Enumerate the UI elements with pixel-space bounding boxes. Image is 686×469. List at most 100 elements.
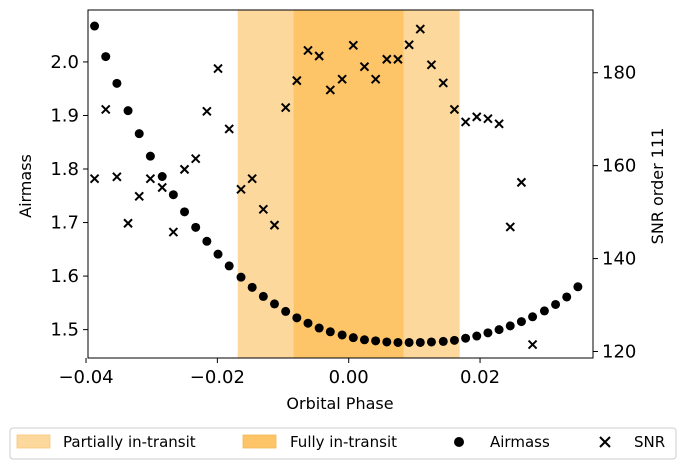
airmass-point bbox=[461, 333, 471, 343]
airmass-point bbox=[562, 292, 572, 302]
x-tick-label: −0.02 bbox=[190, 367, 245, 388]
snr-point bbox=[134, 191, 144, 202]
snr-point bbox=[258, 204, 269, 215]
snr-point bbox=[370, 74, 381, 84]
airmass-point bbox=[180, 207, 190, 217]
snr-point bbox=[325, 85, 336, 95]
airmass-point bbox=[516, 317, 526, 327]
snr-point bbox=[337, 74, 347, 84]
airmass-point bbox=[90, 21, 100, 31]
airmass-point bbox=[348, 333, 358, 343]
airmass-point bbox=[483, 328, 493, 338]
legend: Partially in-transit Fully in-transit Ai… bbox=[9, 427, 677, 460]
x-axis: −0.04 −0.02 0.00 0.02 bbox=[58, 358, 500, 388]
legend-marker-snr bbox=[599, 436, 611, 448]
snr-point bbox=[157, 182, 167, 193]
x-tick-label: −0.04 bbox=[58, 367, 113, 388]
airmass-point bbox=[551, 299, 561, 309]
airmass-point bbox=[314, 323, 324, 333]
legend-label-fully: Fully in-transit bbox=[290, 433, 397, 451]
airmass-point bbox=[438, 336, 448, 346]
legend-label-partially: Partially in-transit bbox=[63, 433, 196, 451]
snr-point bbox=[247, 173, 257, 184]
snr-point bbox=[426, 60, 437, 70]
snr-point bbox=[236, 184, 246, 195]
airmass-point bbox=[528, 312, 538, 322]
airmass-point bbox=[337, 330, 347, 340]
x-axis-label: Orbital Phase bbox=[286, 394, 393, 413]
snr-point bbox=[123, 218, 133, 228]
airmass-point bbox=[472, 331, 482, 341]
x-tick-label: 0.02 bbox=[460, 367, 500, 388]
airmass-point bbox=[145, 151, 155, 161]
snr-point bbox=[460, 117, 471, 127]
legend-marker-airmass bbox=[454, 437, 464, 447]
transit-region-1 bbox=[293, 10, 404, 358]
transit-region-0 bbox=[237, 10, 294, 358]
airmass-point bbox=[270, 299, 280, 309]
left-y-tick-label: 2.0 bbox=[50, 52, 79, 73]
snr-point bbox=[179, 164, 190, 175]
snr-point bbox=[415, 24, 425, 34]
snr-point bbox=[438, 78, 448, 88]
snr-point bbox=[393, 54, 403, 64]
airmass-point bbox=[202, 236, 212, 246]
airmass-point bbox=[213, 249, 223, 259]
transit-regions bbox=[237, 10, 460, 358]
airmass-point bbox=[539, 306, 549, 316]
left-y-tick-label: 1.7 bbox=[50, 213, 79, 234]
snr-point bbox=[202, 106, 212, 116]
snr-point bbox=[292, 75, 302, 86]
left-y-tick-label: 1.5 bbox=[50, 320, 79, 341]
snr-point bbox=[359, 61, 370, 72]
snr-point bbox=[314, 51, 324, 61]
snr-point bbox=[190, 153, 201, 164]
snr-point bbox=[280, 102, 291, 113]
airmass-series bbox=[90, 21, 583, 347]
airmass-point bbox=[112, 78, 122, 88]
right-y-axis: 120 140 160 180 bbox=[593, 63, 636, 362]
snr-point bbox=[168, 227, 179, 237]
right-y-tick-label: 180 bbox=[602, 63, 636, 84]
airmass-point bbox=[449, 335, 459, 345]
snr-point bbox=[112, 172, 122, 182]
snr-point bbox=[505, 222, 515, 232]
snr-point bbox=[516, 177, 527, 188]
legend-swatch-fully bbox=[242, 434, 277, 449]
right-y-tick-label: 160 bbox=[602, 156, 636, 177]
snr-point bbox=[213, 63, 223, 74]
snr-point bbox=[483, 114, 493, 124]
plot-frame bbox=[87, 9, 594, 359]
legend-label-airmass: Airmass bbox=[490, 433, 550, 451]
airmass-point bbox=[224, 261, 234, 271]
airmass-point bbox=[404, 337, 414, 347]
airmass-point bbox=[426, 337, 436, 347]
left-y-axis: 1.5 1.6 1.7 1.8 1.9 2.0 bbox=[50, 52, 88, 341]
airmass-point bbox=[123, 106, 133, 116]
legend-frame bbox=[9, 427, 677, 460]
airmass-point bbox=[382, 337, 392, 347]
snr-point bbox=[101, 104, 111, 115]
left-y-tick-label: 1.6 bbox=[50, 266, 79, 287]
airmass-point bbox=[236, 272, 246, 282]
airmass-point bbox=[101, 52, 111, 62]
legend-swatch-partially bbox=[16, 434, 51, 449]
airmass-point bbox=[393, 337, 403, 347]
snr-series bbox=[89, 24, 538, 350]
airmass-point bbox=[325, 327, 335, 337]
airmass-point bbox=[371, 336, 381, 346]
snr-point bbox=[89, 173, 100, 184]
right-y-tick-label: 140 bbox=[602, 249, 636, 270]
airmass-point bbox=[303, 318, 313, 328]
snr-point bbox=[269, 220, 280, 230]
snr-point bbox=[404, 40, 414, 50]
airmass-point bbox=[292, 313, 302, 323]
left-y-tick-label: 1.9 bbox=[50, 105, 79, 126]
snr-point bbox=[494, 119, 504, 129]
snr-point bbox=[348, 40, 359, 51]
airmass-point bbox=[415, 337, 425, 347]
airmass-point bbox=[258, 291, 268, 301]
snr-point bbox=[449, 104, 460, 115]
airmass-point bbox=[157, 172, 167, 182]
